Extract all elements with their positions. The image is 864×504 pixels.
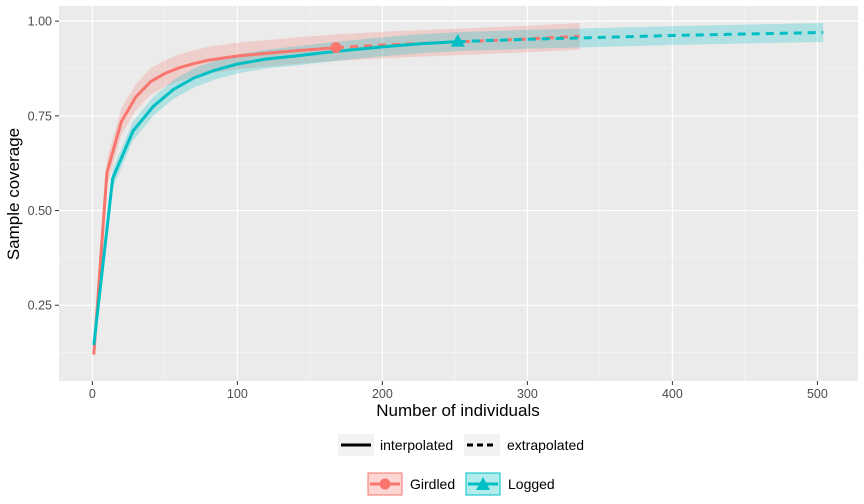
observed-markers (330, 34, 465, 54)
legend-label-girdled: Girdled (410, 476, 455, 492)
y-axis-title: Sample coverage (4, 128, 23, 260)
logged-interpolated-line (92, 40, 458, 346)
logged-extrapolated-line (457, 31, 824, 44)
y-tick-label: 0.50 (28, 204, 52, 218)
legend-label-extrapolated: extrapolated (507, 437, 584, 453)
x-axis-title: Number of individuals (376, 401, 539, 420)
group-legend: Girdled Logged (367, 472, 555, 496)
legend-label-interpolated: interpolated (380, 437, 453, 453)
y-tick-label: 0.25 (28, 299, 52, 313)
y-tick-label: 0.75 (28, 109, 52, 123)
legend-label-logged: Logged (508, 476, 555, 492)
y-axis: 0.25 0.50 0.75 1.00 (28, 15, 59, 313)
x-tick-label: 300 (517, 387, 538, 401)
girdled-marker-key (379, 478, 391, 490)
x-tick-label: 400 (662, 387, 683, 401)
linetype-legend: interpolated extrapolated (338, 434, 584, 456)
x-tick-label: 0 (89, 387, 96, 401)
girdled-interpolated-line (92, 46, 337, 355)
x-tick-label: 500 (807, 387, 828, 401)
logged-observed-point (450, 34, 465, 47)
major-gridlines (59, 6, 858, 381)
girdled-observed-point (330, 42, 342, 54)
y-tick-label: 1.00 (28, 15, 52, 29)
x-tick-label: 200 (372, 387, 393, 401)
logged-marker-key (476, 477, 490, 490)
x-axis: 0 100 200 300 400 500 (89, 381, 828, 401)
x-tick-label: 100 (227, 387, 248, 401)
minor-gridlines (59, 6, 858, 381)
